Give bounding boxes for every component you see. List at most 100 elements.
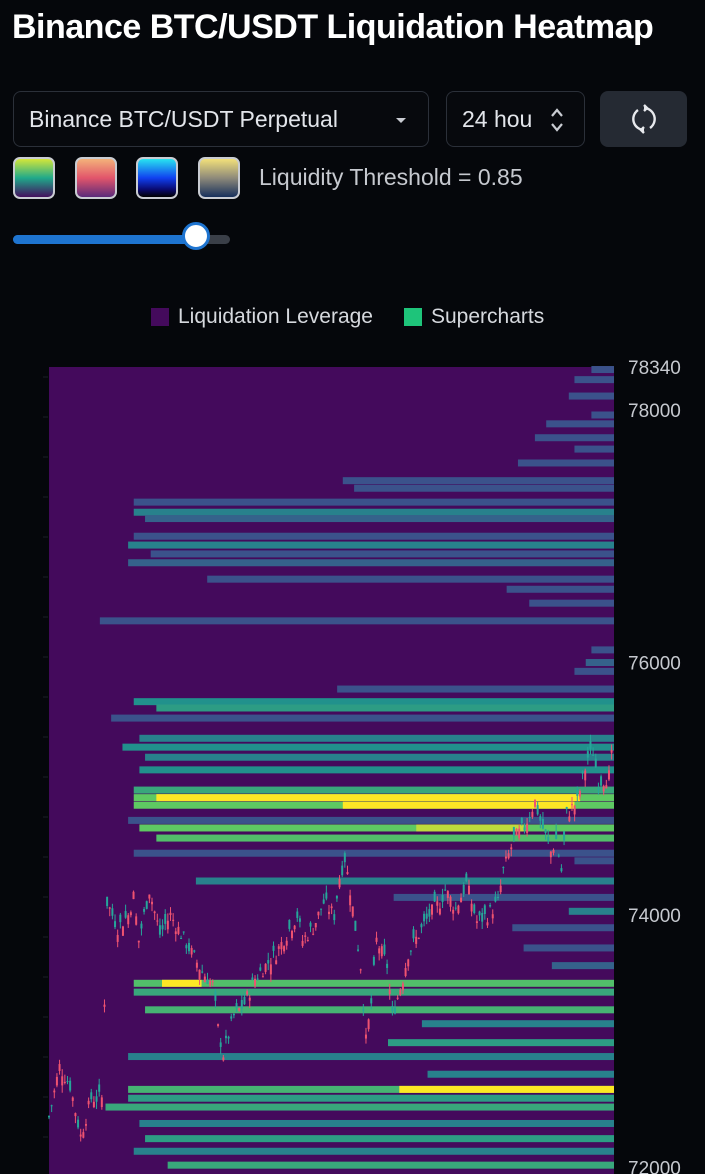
heatmap-band — [574, 667, 614, 675]
legend-supercharts[interactable]: Supercharts — [404, 305, 544, 329]
candle — [475, 921, 478, 924]
candle — [386, 963, 389, 968]
candle — [528, 817, 531, 819]
candle — [261, 976, 264, 978]
candle — [338, 879, 341, 888]
heatmap-band — [591, 646, 614, 654]
candle — [515, 828, 518, 836]
candle — [425, 913, 428, 919]
candle — [158, 925, 161, 935]
timeframe-value: 24 hou — [462, 105, 533, 132]
heatmap-band — [506, 585, 614, 593]
heatmap-band — [156, 834, 614, 842]
candle — [61, 1076, 64, 1086]
candle — [552, 849, 555, 853]
candle — [483, 905, 486, 915]
candle — [293, 925, 296, 930]
candle — [251, 977, 254, 980]
candle — [309, 922, 312, 927]
legend-leverage[interactable]: Liquidation Leverage — [151, 305, 373, 329]
candle — [114, 921, 117, 928]
candle — [291, 930, 294, 939]
heatmap-band — [523, 944, 614, 952]
candle — [409, 950, 412, 952]
candle — [264, 963, 267, 972]
candle — [140, 923, 143, 929]
heatmap-band — [128, 1085, 614, 1093]
candle — [330, 906, 333, 909]
candle — [589, 740, 592, 749]
heatmap-chart[interactable]: 78340 78000 76000 74000 72000 — [0, 350, 705, 1174]
candle — [79, 1134, 82, 1137]
candle — [317, 911, 320, 916]
candle — [254, 978, 257, 986]
timeframe-stepper[interactable]: 24 hou — [446, 91, 585, 147]
candle — [69, 1080, 72, 1091]
candle — [98, 1084, 101, 1092]
candle — [248, 997, 251, 1001]
candle — [100, 1097, 103, 1108]
candle — [605, 785, 608, 789]
candle — [478, 911, 481, 916]
heatmap-band — [551, 962, 614, 970]
refresh-button[interactable] — [600, 91, 687, 147]
threshold-slider-handle[interactable] — [181, 222, 210, 250]
candle — [243, 996, 246, 1005]
candle — [314, 922, 317, 928]
candle — [187, 942, 190, 952]
candle — [359, 969, 362, 971]
heatmap-band — [574, 376, 614, 384]
candle — [592, 754, 595, 756]
heatmap-band — [133, 532, 614, 540]
candle — [446, 891, 449, 898]
colorscale-electric-swatch[interactable] — [136, 157, 178, 199]
candle — [304, 935, 307, 937]
heatmap-band — [133, 988, 614, 996]
candle — [121, 926, 124, 936]
candle — [568, 816, 571, 822]
colorscale-cividis-swatch[interactable] — [198, 157, 240, 199]
candle — [383, 944, 386, 955]
heatmap-band — [111, 714, 615, 722]
candle — [116, 934, 119, 942]
candle — [375, 937, 378, 942]
candle — [127, 915, 130, 925]
heatmap-band — [546, 420, 614, 428]
heatmap-band — [421, 1020, 614, 1028]
colorscale-viridis-swatch[interactable] — [13, 157, 55, 199]
heatmap-band — [139, 734, 614, 742]
legend-leverage-label: Liquidation Leverage — [178, 305, 373, 328]
heatmap-band-hotspot — [416, 824, 524, 832]
heatmap-band — [195, 877, 614, 885]
heatmap-band — [354, 484, 614, 492]
candle — [269, 964, 272, 975]
candle — [378, 948, 381, 954]
colorscale-sunset-swatch[interactable] — [75, 157, 117, 199]
candle — [481, 912, 484, 922]
candle — [539, 816, 542, 821]
candle — [491, 914, 494, 919]
candle — [259, 967, 262, 971]
candle — [161, 925, 164, 930]
heatmap-band — [388, 1039, 614, 1047]
heatmap-band — [207, 575, 614, 583]
candle — [401, 983, 404, 991]
heatmap-band — [574, 857, 614, 865]
pair-select[interactable]: Binance BTC/USDT Perpetual — [13, 91, 429, 147]
y-tick-label: 74000 — [628, 906, 681, 927]
spinner-arrows-icon[interactable] — [550, 106, 564, 134]
threshold-slider-track[interactable] — [13, 235, 230, 244]
heatmap-band — [591, 411, 614, 419]
candle — [436, 901, 439, 906]
candle — [232, 1013, 235, 1016]
candle — [283, 946, 286, 952]
candle — [534, 799, 537, 807]
candle — [145, 901, 148, 909]
candle — [87, 1100, 90, 1105]
candle — [504, 856, 507, 859]
candle — [412, 929, 415, 939]
legend-supercharts-label: Supercharts — [431, 305, 545, 328]
candle — [193, 950, 196, 952]
candle — [169, 912, 172, 915]
candle — [576, 789, 579, 796]
